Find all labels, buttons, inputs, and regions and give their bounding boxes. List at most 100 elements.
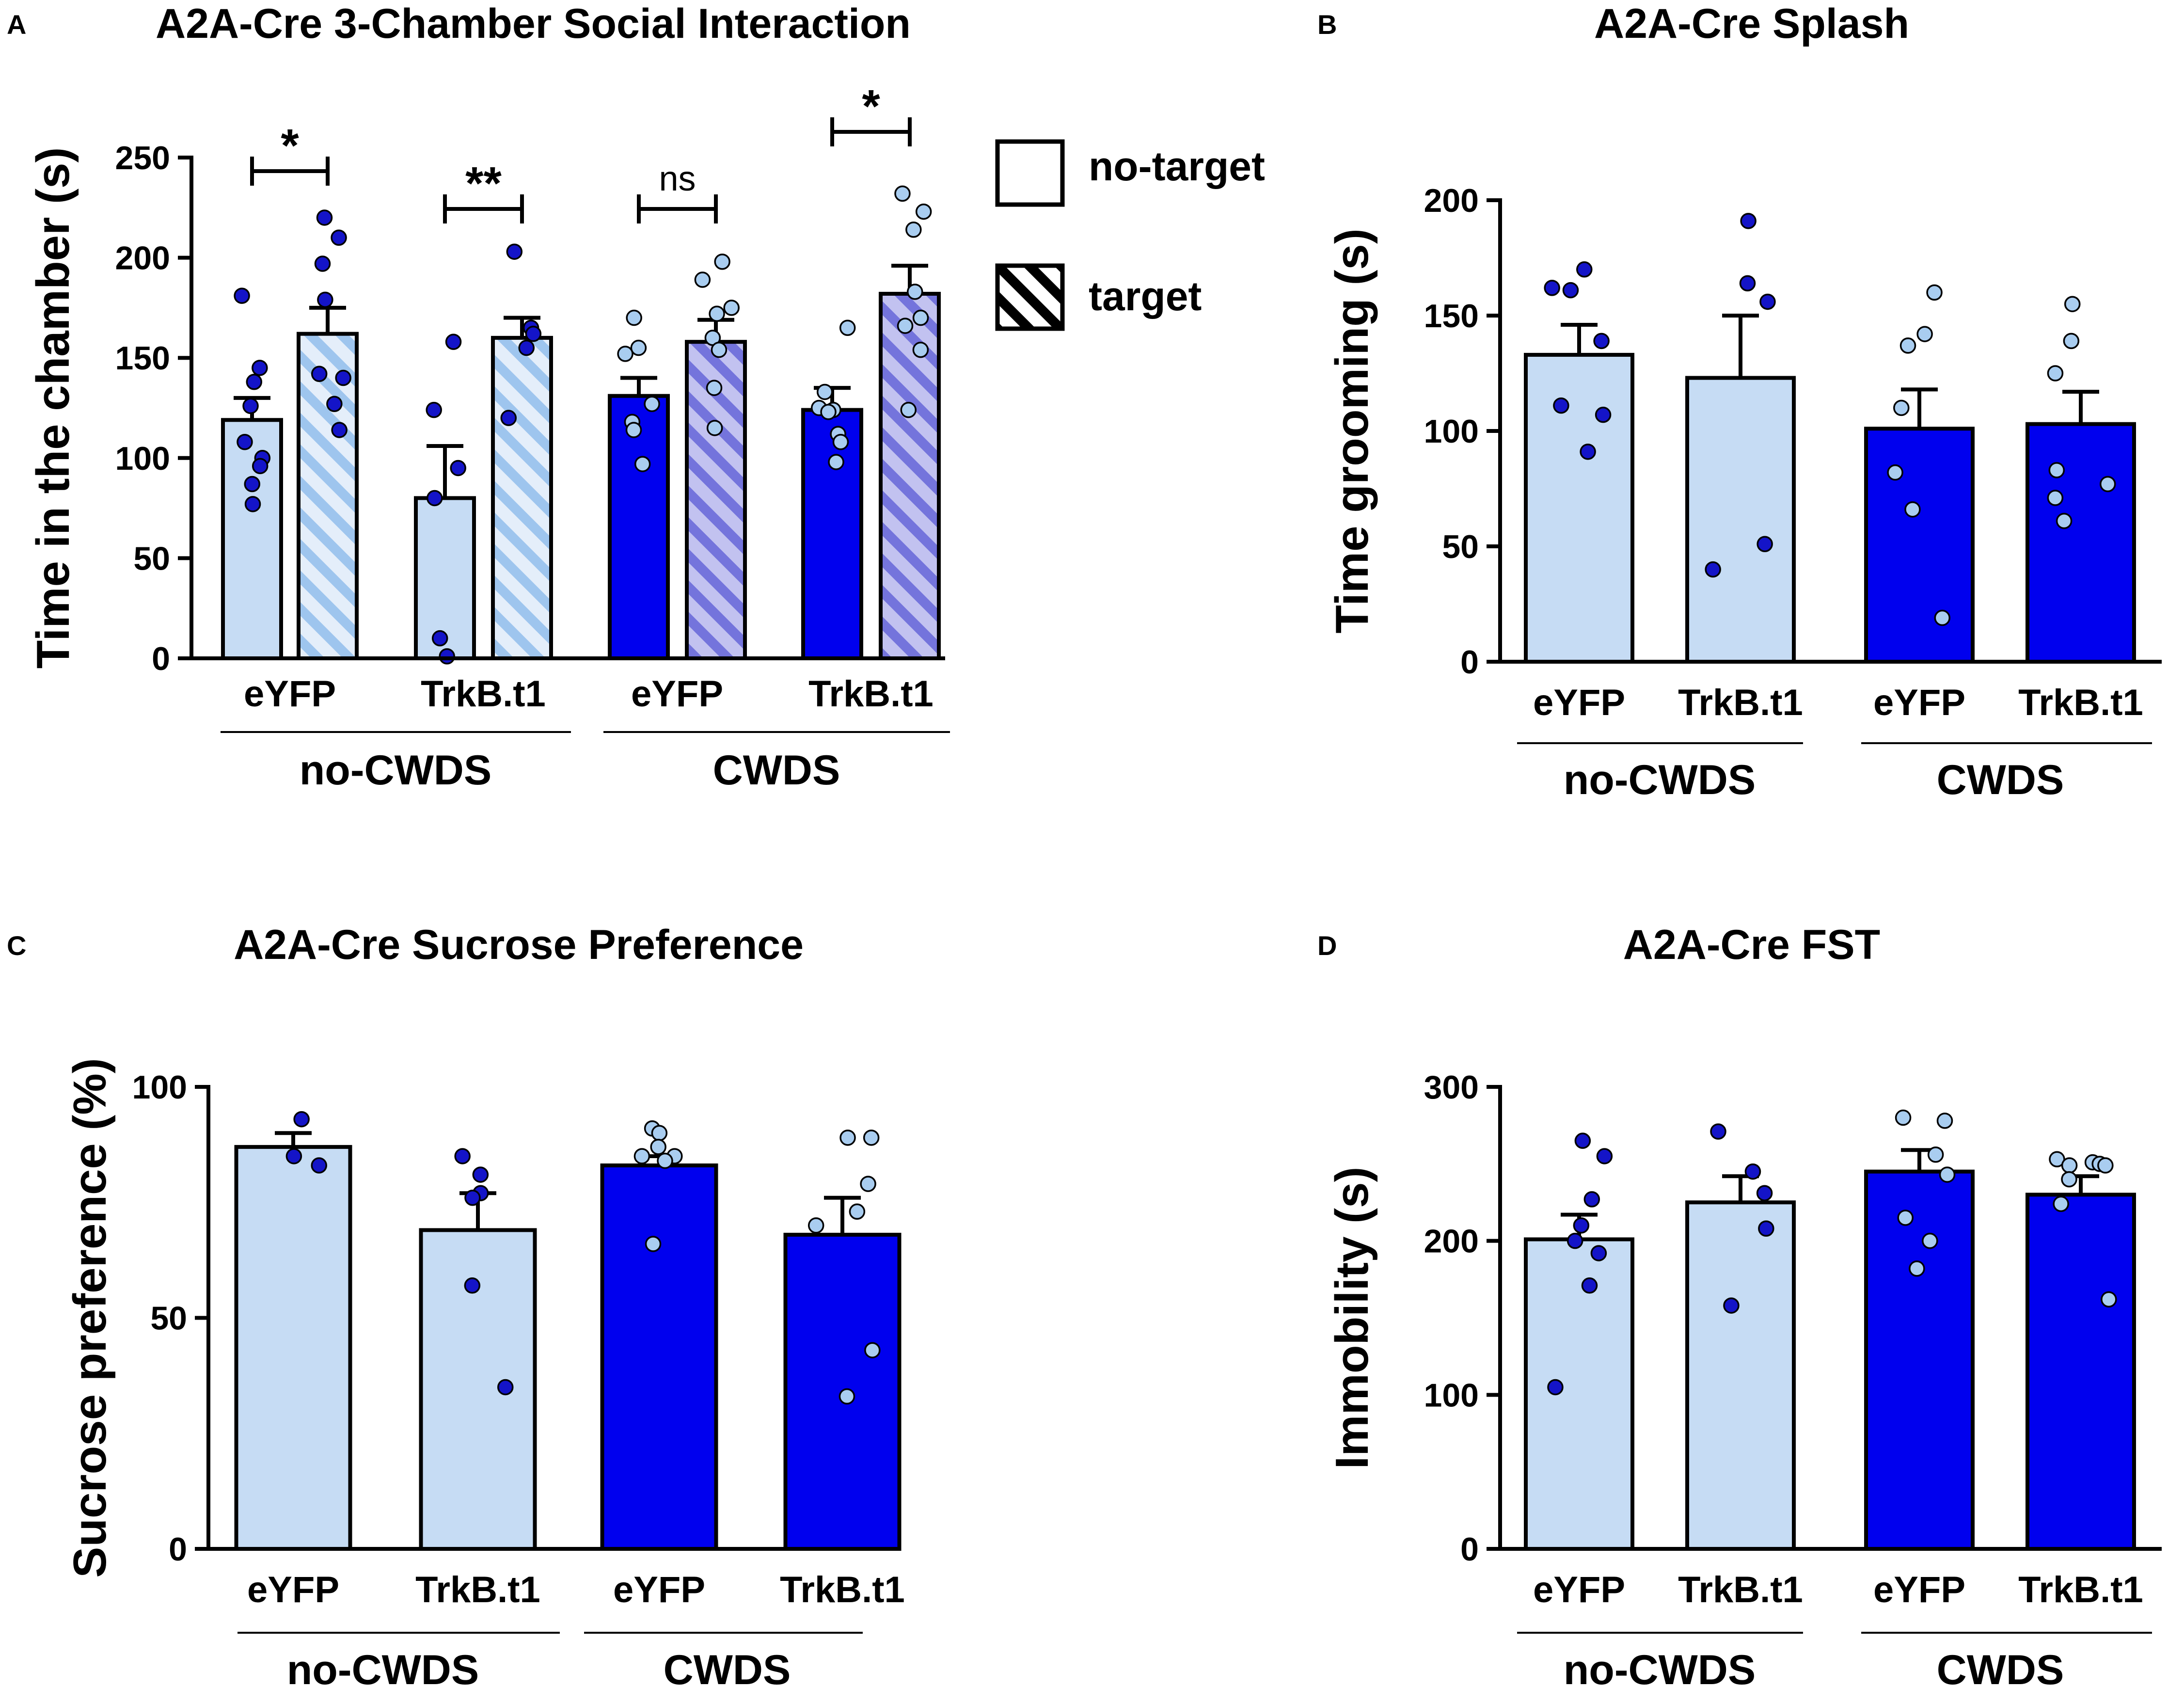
data-point — [314, 255, 331, 272]
data-point — [2097, 1157, 2114, 1174]
data-point — [630, 339, 647, 356]
legend-label-target: target — [1089, 273, 1202, 319]
data-point — [711, 341, 728, 358]
data-point — [912, 309, 929, 326]
data-point — [2063, 333, 2080, 350]
data-point — [1759, 293, 1776, 310]
bar — [600, 1163, 718, 1551]
sig-label: ** — [465, 158, 502, 209]
data-point — [1583, 1191, 1600, 1208]
y-tick-label: 250 — [115, 140, 170, 176]
bar — [2026, 1193, 2136, 1551]
group-label: no-CWDS — [1564, 1647, 1756, 1693]
data-point — [1899, 337, 1916, 354]
y-tick-label: 50 — [1442, 528, 1479, 565]
legend-swatch-target — [995, 263, 1065, 331]
y-tick-label: 100 — [115, 440, 170, 477]
data-point — [1904, 501, 1921, 518]
data-point — [894, 185, 911, 202]
x-tick-label: eYFP — [1873, 1569, 1965, 1610]
data-point — [1581, 1277, 1598, 1294]
data-point — [246, 374, 263, 390]
x-tick-label: eYFP — [1533, 1569, 1625, 1610]
data-point — [450, 460, 466, 477]
y-tick-label: 100 — [1424, 1377, 1479, 1414]
data-point — [706, 420, 723, 436]
sig-label: * — [281, 120, 299, 172]
data-point — [849, 1203, 866, 1220]
bar — [1864, 427, 1975, 664]
data-point — [234, 287, 250, 304]
data-point — [839, 319, 856, 336]
data-point — [2061, 1171, 2077, 1188]
data-point — [326, 396, 343, 412]
bar — [1864, 1169, 1975, 1551]
data-point — [426, 490, 443, 507]
data-point — [464, 1277, 481, 1294]
y-tick-label: 200 — [1424, 182, 1479, 219]
data-point — [1593, 333, 1610, 350]
group-label: CWDS — [1937, 1647, 2064, 1693]
data-point — [525, 325, 542, 342]
data-point — [317, 291, 333, 308]
data-point — [244, 496, 261, 512]
data-point — [860, 1176, 876, 1192]
y-tick-label: 0 — [152, 640, 170, 677]
panel-letter-b: B — [1317, 9, 1337, 40]
data-point — [285, 1148, 302, 1164]
panel-a: A2A-Cre 3-Chamber Social Interaction Time… — [27, 0, 950, 794]
x-tick-label: TrkB.t1 — [2018, 682, 2143, 723]
bar — [2026, 422, 2136, 664]
data-point — [1710, 1123, 1726, 1140]
group-label: no-CWDS — [1564, 757, 1756, 803]
data-point — [1887, 464, 1903, 481]
chart-title: A2A-Cre Splash — [1594, 0, 1909, 47]
data-point — [316, 209, 333, 226]
x-tick-label: TrkB.t1 — [808, 673, 934, 715]
data-point — [912, 341, 929, 358]
y-axis-label: Time in the chamber (s) — [27, 147, 79, 669]
panel-d: A2A-Cre FST Immobility (s) 0 100 200 300 eYFP T… — [1326, 922, 2162, 1693]
data-point — [331, 229, 347, 246]
y-axis-label: Immobility (s) — [1326, 1166, 1378, 1469]
data-point — [915, 203, 932, 220]
data-point — [242, 398, 259, 414]
data-point — [1927, 1147, 1944, 1163]
panel-letter-c: C — [7, 930, 26, 961]
data-point — [1895, 1109, 1912, 1126]
data-point — [500, 410, 517, 426]
data-point — [1567, 1232, 1583, 1249]
data-point — [816, 383, 833, 400]
data-point — [2048, 462, 2065, 478]
data-point — [1739, 275, 1756, 292]
x-tick-label: TrkB.t1 — [415, 1569, 540, 1610]
bar — [1524, 352, 1634, 664]
data-point — [1893, 399, 1910, 416]
data-point — [439, 648, 455, 665]
bar — [1685, 1200, 1796, 1551]
bar — [1685, 376, 1796, 664]
bar — [419, 1228, 537, 1551]
data-point — [863, 1130, 880, 1146]
group-label: CWDS — [1937, 757, 2064, 803]
y-tick-label: 150 — [1424, 298, 1479, 334]
data-point — [723, 300, 740, 316]
group-label: no-CWDS — [287, 1647, 479, 1693]
y-axis-label: Sucrose preference (%) — [64, 1058, 116, 1577]
data-point — [839, 1388, 855, 1405]
group-label: no-CWDS — [300, 747, 491, 794]
data-point — [1544, 280, 1560, 296]
sig-label: ns — [659, 159, 696, 198]
data-point — [2047, 490, 2064, 506]
y-tick-label: 200 — [115, 240, 170, 277]
data-point — [706, 380, 723, 396]
data-point — [617, 346, 633, 362]
data-point — [1934, 609, 1951, 626]
data-point — [518, 339, 535, 356]
data-point — [1897, 1210, 1914, 1226]
y-tick-label: 0 — [1460, 644, 1479, 681]
data-point — [2053, 1195, 2069, 1212]
data-point — [650, 1139, 666, 1155]
data-point — [244, 476, 260, 493]
